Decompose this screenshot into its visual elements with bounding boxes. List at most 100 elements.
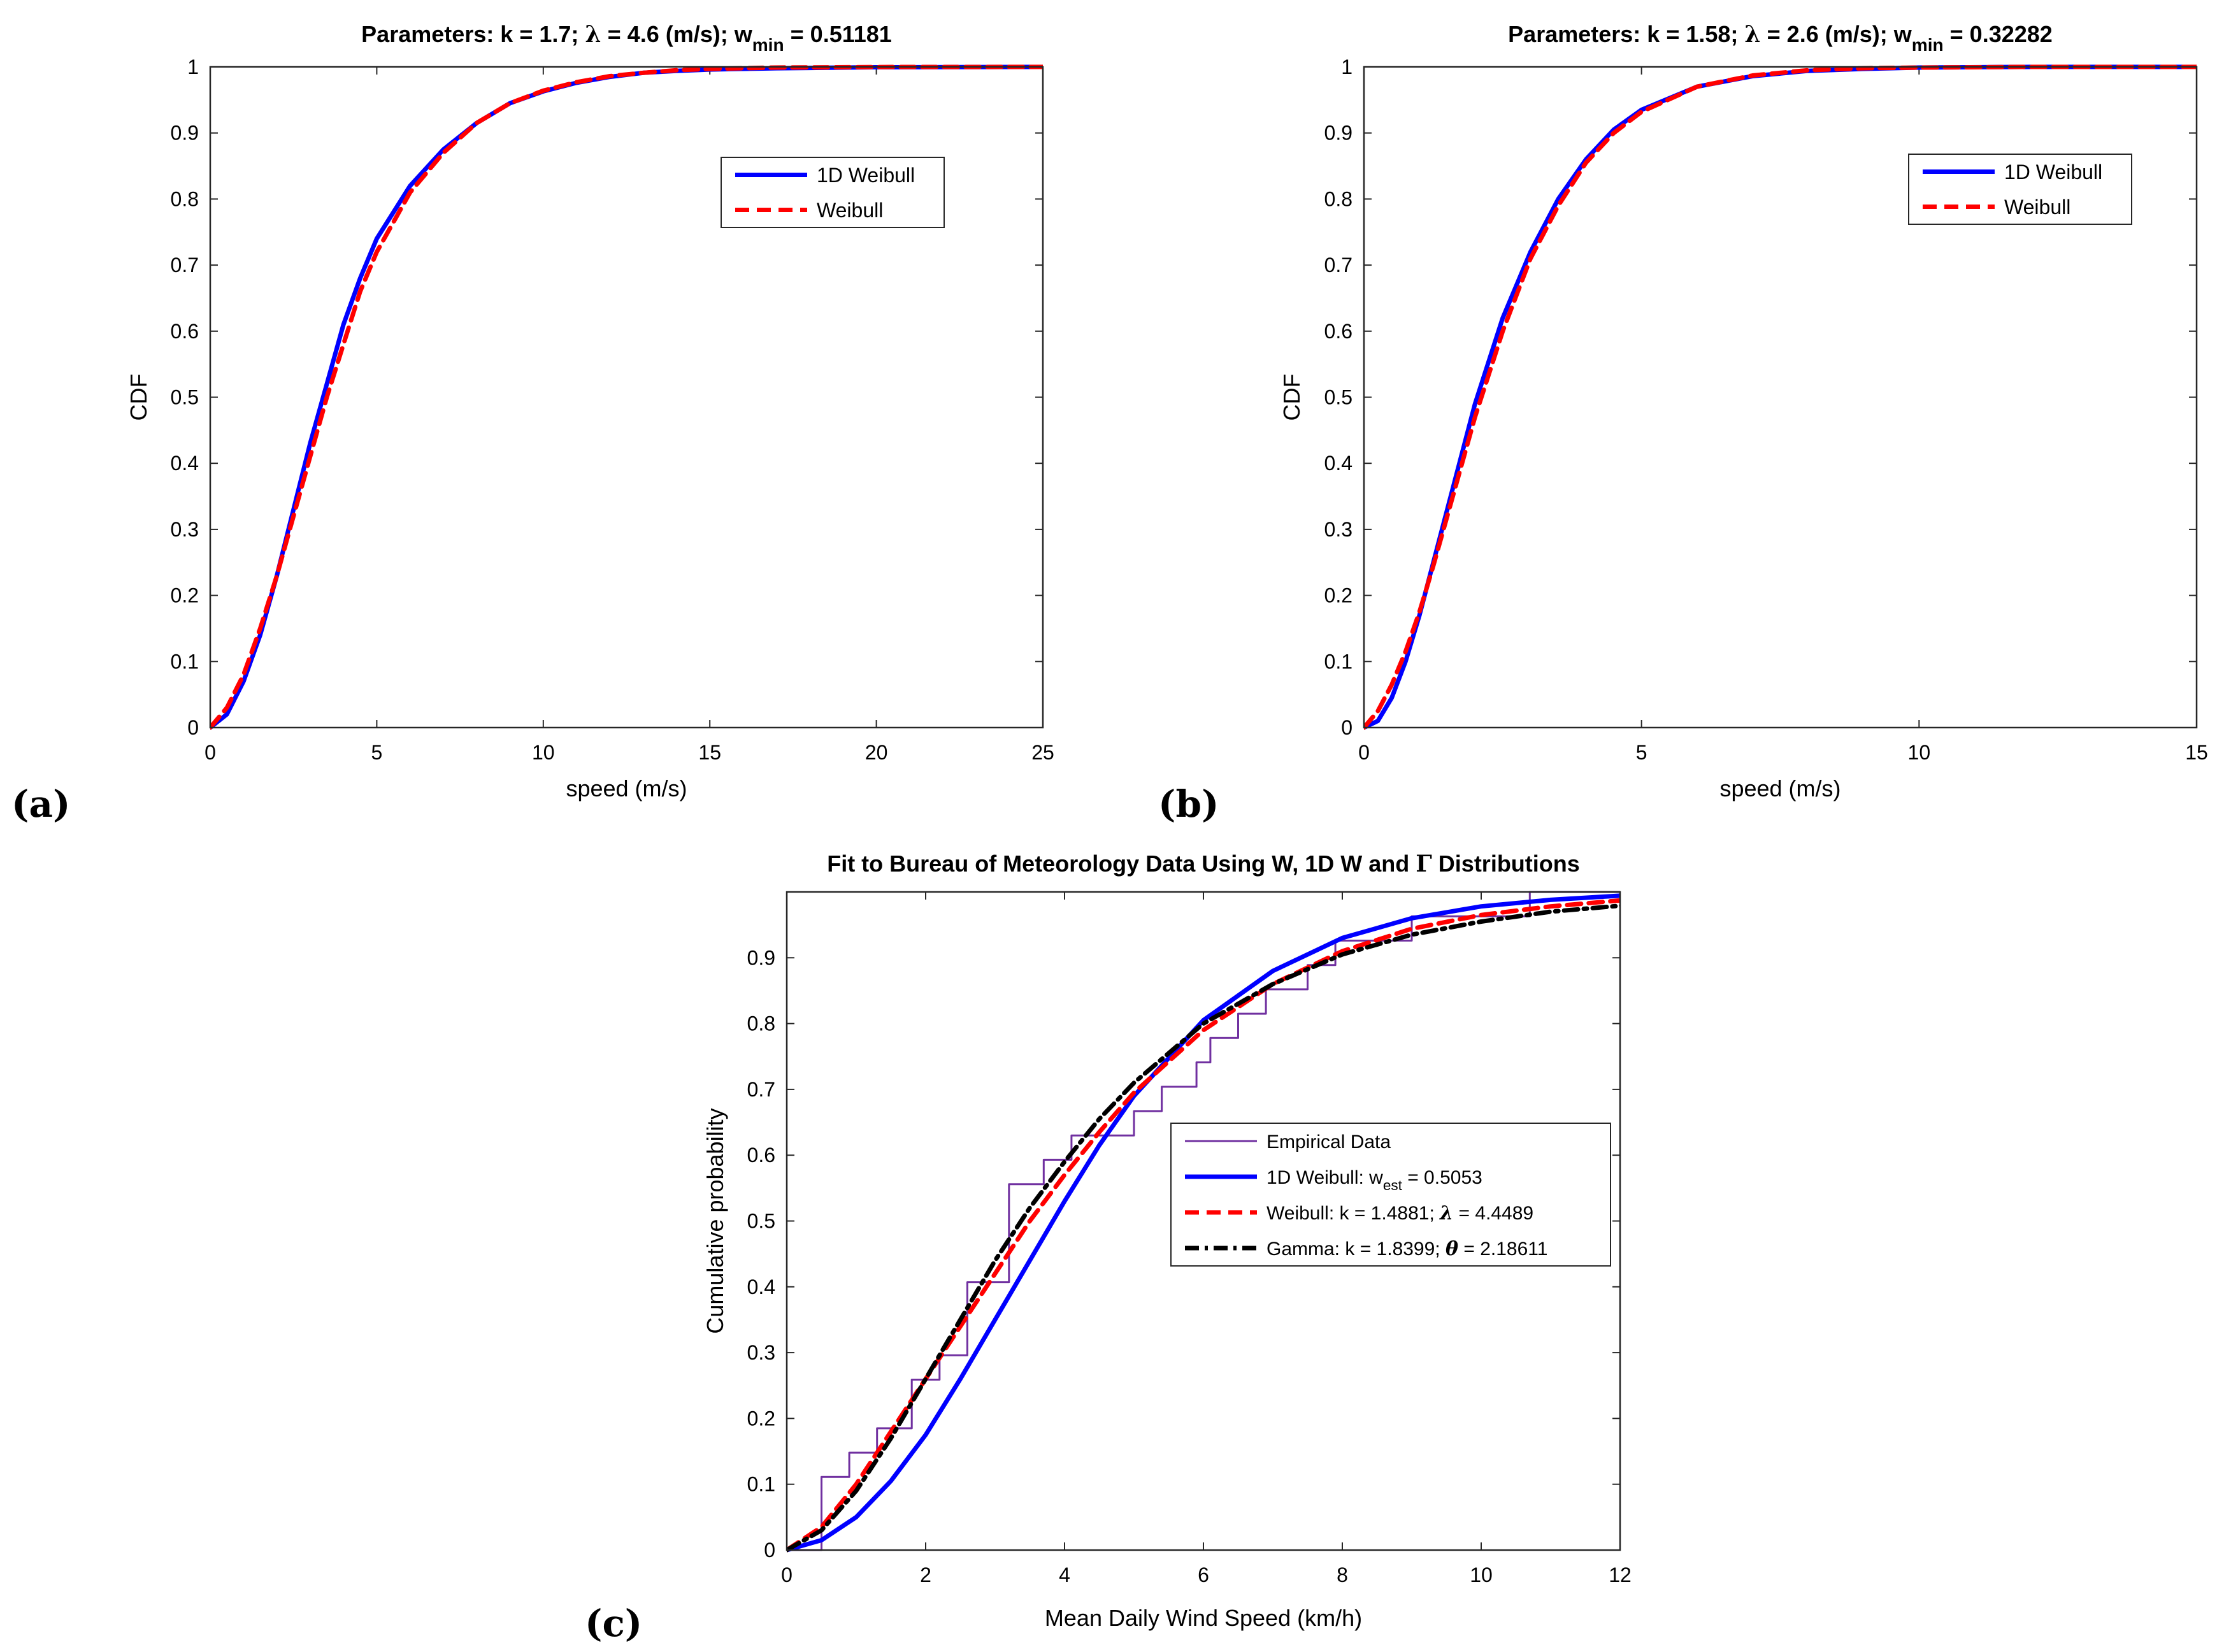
y-axis-label: CDF	[126, 374, 152, 421]
axes-box	[786, 891, 1621, 1551]
chart-title-suffix: = 0.32282	[1944, 21, 2053, 47]
chart-panel-b: 0 5 10 15 0 0.1 0.2 0.3 0.4 0.5 0.6 0.7 0.8 0.9 1 Param…	[1158, 21, 2208, 826]
y-tick-label: 0.8	[171, 187, 199, 210]
y-tick-label: 0.2	[747, 1407, 775, 1430]
axes-box	[209, 66, 1044, 729]
series-line-weibull	[787, 898, 1620, 1553]
y-axis-label: CDF	[1279, 374, 1305, 421]
gamma-symbol: Γ	[1416, 851, 1432, 877]
x-axis-label: speed (m/s)	[566, 775, 687, 801]
series-group	[1364, 64, 2197, 730]
y-tick-label: 0.5	[1324, 386, 1352, 409]
chart-title-text: Fit to Bureau of Meteorology Data Using …	[827, 851, 1416, 877]
legend-entry-symbol: θ	[1446, 1238, 1458, 1260]
chart-title-prefix: Parameters: k = 1.7;	[361, 21, 585, 47]
legend-box	[1908, 154, 2132, 225]
x-tick-label: 12	[1609, 1563, 1632, 1586]
legend-entry-suffix: = 2.18611	[1458, 1239, 1547, 1260]
x-tick-label: 6	[1198, 1563, 1209, 1586]
x-tick-label: 10	[532, 741, 555, 764]
y-tick-label: 0.2	[1324, 584, 1352, 607]
y-tick-label: 0.5	[747, 1210, 775, 1233]
chart-title-subscript: min	[1912, 35, 1944, 55]
y-tick-label: 0.9	[171, 122, 199, 145]
y-tick-label: 0.3	[747, 1341, 775, 1364]
y-tick-label: 0.3	[171, 518, 199, 541]
legend-entry: 1D Weibull	[817, 164, 915, 187]
legend-entry: 1D Weibull: west = 0.5053	[1266, 1167, 1482, 1193]
x-tick-label: 15	[698, 741, 721, 764]
x-tick-label: 2	[920, 1563, 931, 1586]
y-tick-label: 0	[187, 716, 199, 739]
panel-label: (b)	[1158, 782, 1219, 826]
legend-entry-name: Weibull	[817, 199, 883, 222]
panel-label: (c)	[585, 1602, 642, 1645]
legend-entry-name: Weibull: k = 1.4881;	[1266, 1203, 1440, 1224]
y-tick-label: 0.1	[747, 1473, 775, 1496]
series-line-weibull	[210, 64, 1043, 730]
legend: 1D Weibull Weibull	[1908, 154, 2132, 225]
series-line-weibull	[1364, 64, 2197, 730]
y-tick-label: 0.6	[1324, 320, 1352, 343]
legend-entry: Weibull: k = 1.4881; λ = 4.4489	[1266, 1202, 1533, 1225]
y-tick-label: 0.7	[171, 254, 199, 277]
chart-title: Fit to Bureau of Meteorology Data Using …	[827, 851, 1580, 877]
x-tick-label: 5	[1636, 741, 1647, 764]
legend-entry-suffix: = 4.4489	[1453, 1203, 1533, 1224]
y-tick-label: 0.7	[1324, 254, 1352, 277]
y-axis-label: Cumulative probability	[702, 1108, 728, 1333]
series-group	[210, 64, 1043, 730]
x-axis-label: Mean Daily Wind Speed (km/h)	[1045, 1605, 1362, 1631]
x-tick-label: 0	[1358, 741, 1370, 764]
legend-entry-suffix: = 0.5053	[1402, 1167, 1482, 1188]
legend-box	[721, 157, 945, 228]
x-tick-label: 20	[865, 741, 888, 764]
y-tick-label: 0.4	[747, 1275, 775, 1298]
legend: 1D Weibull Weibull	[721, 157, 945, 228]
x-axis-label: speed (m/s)	[1719, 775, 1840, 801]
y-tick-label: 0.8	[747, 1012, 775, 1035]
x-tick-label: 5	[371, 741, 383, 764]
chart-panel-a: 0 5 10 15 20 25 0 0.1 0.2 0.3 0.4 0.5 0.6 0.7 0.8 0.9 1 P…	[11, 21, 1054, 826]
series-line-gamma	[787, 903, 1620, 1553]
panel-label: (a)	[11, 782, 70, 826]
y-tick-label: 0.4	[1324, 452, 1352, 475]
y-tick-label: 0.9	[747, 946, 775, 969]
legend-box	[1170, 1123, 1611, 1267]
legend-entry-name: Empirical Data	[1266, 1131, 1391, 1153]
legend: Empirical Data 1D Weibull: west = 0.5053 W…	[1170, 1123, 1611, 1267]
legend-entry-name: 1D Weibull	[2004, 161, 2102, 183]
y-tick-label: 0.7	[747, 1078, 775, 1101]
x-tick-label: 25	[1031, 741, 1054, 764]
x-tick-label: 4	[1059, 1563, 1070, 1586]
legend-entry-name: 1D Weibull: w	[1266, 1167, 1383, 1188]
legend-entry: Empirical Data	[1266, 1131, 1391, 1153]
chart-title-middle: = 2.6 (m/s); w	[1761, 21, 1912, 47]
y-tick-label: 0.6	[171, 320, 199, 343]
x-tick-label: 15	[2185, 741, 2208, 764]
y-tick-label: 0.1	[171, 650, 199, 673]
x-tick-label: 8	[1337, 1563, 1348, 1586]
chart-title-suffix: = 0.51181	[784, 21, 892, 47]
y-tick-label: 0.8	[1324, 187, 1352, 210]
chart-title-subscript: min	[752, 35, 784, 55]
legend-entry-subscript: est	[1383, 1177, 1403, 1193]
x-tick-label: 0	[781, 1563, 793, 1586]
chart-title-suffix: Distributions	[1432, 851, 1580, 877]
x-tick-label: 10	[1908, 741, 1931, 764]
y-tick-label: 0.1	[1324, 650, 1352, 673]
series-line-1d-weibull	[787, 893, 1620, 1553]
y-tick-label: 0.3	[1324, 518, 1352, 541]
chart-panel-c: 0 2 4 6 8 10 12 0 0.1 0.2 0.3 0.4 0.5 0.6 0.7 0.8 0.9 Fit…	[585, 851, 1632, 1645]
y-tick-label: 0.2	[171, 584, 199, 607]
chart-title: Parameters: k = 1.58; λ = 2.6 (m/s); wmi…	[1508, 21, 2053, 55]
chart-title: Parameters: k = 1.7; λ = 4.6 (m/s); wmin…	[361, 21, 892, 55]
y-tick-label: 1	[1341, 55, 1352, 78]
y-tick-label: 0	[1341, 716, 1352, 739]
y-tick-label: 0.6	[747, 1144, 775, 1167]
y-tick-label: 0.4	[171, 452, 199, 475]
legend-entry-name: 1D Weibull	[817, 164, 915, 187]
y-tick-label: 0	[764, 1539, 775, 1562]
series-group	[787, 891, 1620, 1553]
